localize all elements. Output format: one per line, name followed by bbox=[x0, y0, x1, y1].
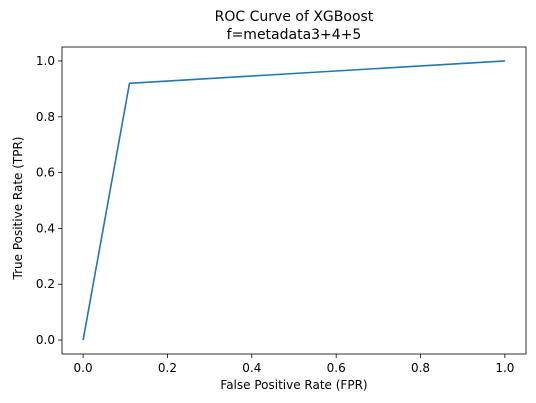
x-tick-label: 0.4 bbox=[242, 361, 261, 375]
x-axis-label: False Positive Rate (FPR) bbox=[220, 378, 367, 392]
series-layer bbox=[83, 61, 505, 340]
x-tick-label: 0.2 bbox=[158, 361, 177, 375]
y-axis-ticks: 0.0 0.2 0.4 0.6 0.8 1.0 bbox=[36, 54, 62, 347]
x-axis-ticks: 0.0 0.2 0.4 0.6 0.8 1.0 bbox=[74, 354, 515, 375]
y-tick-label: 0.8 bbox=[36, 110, 55, 124]
chart-title: ROC Curve of XGBoost bbox=[215, 9, 374, 25]
x-tick-label: 0.0 bbox=[74, 361, 93, 375]
plot-frame bbox=[62, 47, 526, 354]
y-tick-label: 0.4 bbox=[36, 221, 55, 235]
x-tick-label: 1.0 bbox=[495, 361, 514, 375]
chart-subtitle: f=metadata3+4+5 bbox=[227, 27, 362, 43]
y-tick-label: 1.0 bbox=[36, 54, 55, 68]
roc-curve-line bbox=[83, 61, 505, 340]
y-tick-label: 0.0 bbox=[36, 333, 55, 347]
y-tick-label: 0.2 bbox=[36, 277, 55, 291]
y-tick-label: 0.6 bbox=[36, 166, 55, 180]
x-tick-label: 0.8 bbox=[411, 361, 430, 375]
y-axis-label: True Positive Rate (TPR) bbox=[11, 137, 25, 281]
plot-area bbox=[62, 47, 526, 354]
x-tick-label: 0.6 bbox=[327, 361, 346, 375]
